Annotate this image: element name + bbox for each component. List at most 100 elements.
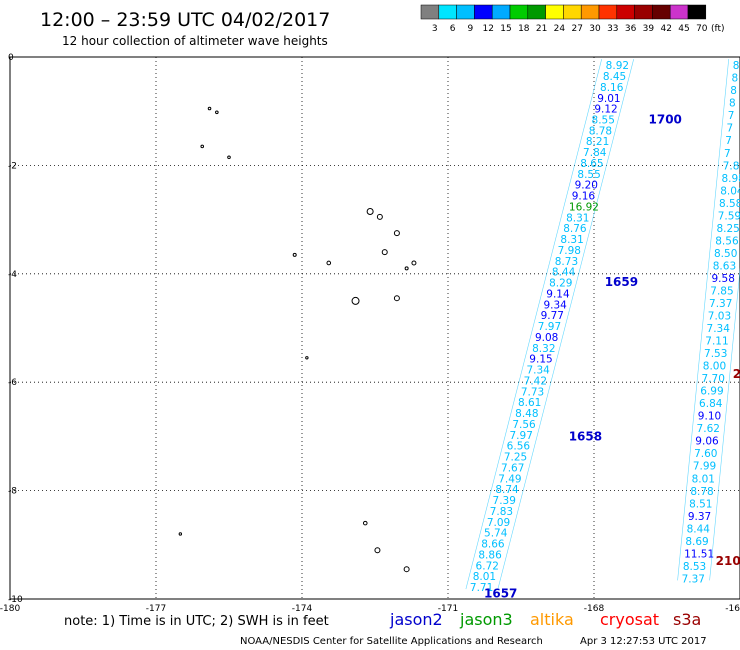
scale-label: 24 <box>554 24 566 34</box>
swh-label: 8.16 <box>600 82 624 94</box>
scale-label: 6 <box>450 24 456 34</box>
pass-time-label: 1659 <box>605 275 638 289</box>
footer-note: note: 1) Time is in UTC; 2) SWH is in fe… <box>64 614 329 629</box>
scale-swatch-11 <box>616 4 635 20</box>
swh-label: 8.7 <box>733 60 740 72</box>
mission-cryosat: cryosat <box>600 610 659 629</box>
island-outline <box>403 566 410 573</box>
swh-label: 8.01 <box>692 473 715 485</box>
scale-label: 39 <box>643 24 655 34</box>
plot-area: 8.928.458.169.019.128.558.788.217.848.65… <box>9 56 740 601</box>
swh-label: 7.11 <box>705 336 728 348</box>
swh-label: 8.61 <box>518 397 541 409</box>
scale-label: 12 <box>482 24 493 34</box>
scale-swatch-13 <box>652 4 671 20</box>
swh-label: 9.16 <box>572 191 596 203</box>
swh-label: 7.8 <box>723 160 740 172</box>
swh-label: 8.78 <box>690 486 713 498</box>
pass-time-label: 1700 <box>649 112 682 126</box>
swh-label: 7.39 <box>493 495 516 507</box>
swh-label: 8.69 <box>685 536 708 548</box>
swh-label: 7 <box>725 135 732 147</box>
swh-label: 8.01 <box>473 571 496 583</box>
swh-label: 8.56 <box>715 235 739 247</box>
swh-label: 8 <box>729 98 736 110</box>
swh-label: 8.53 <box>683 561 706 573</box>
swh-label: 8.29 <box>549 278 572 290</box>
scale-label: 27 <box>571 24 582 34</box>
swh-label: 7.97 <box>538 321 561 333</box>
footer-credit: NOAA/NESDIS Center for Satellite Applica… <box>240 636 543 647</box>
scale-label: 45 <box>678 24 689 34</box>
swh-label: 8.31 <box>560 234 583 246</box>
swh-label: 8.45 <box>603 71 626 83</box>
swh-label: 8.44 <box>687 523 711 535</box>
y-tick-label: -8 <box>8 487 17 497</box>
swh-label: 7 <box>726 123 733 135</box>
x-tick-label: -168 <box>584 604 605 614</box>
swh-label: 7.60 <box>694 448 717 460</box>
swh-label: 6.56 <box>507 441 531 453</box>
swh-label: 8.86 <box>478 549 502 561</box>
scale-swatch-0 <box>420 4 440 20</box>
scale-swatch-8 <box>563 4 582 20</box>
swh-label: 9.20 <box>575 180 598 192</box>
swh-label: 7.34 <box>707 323 731 335</box>
scale-swatch-5 <box>509 4 529 20</box>
plot-frame <box>9 56 740 600</box>
swh-label: 11.51 <box>684 548 714 560</box>
chart-subtitle: 12 hour collection of altimeter wave hei… <box>62 34 328 48</box>
swh-label: 7.59 <box>718 210 740 222</box>
island-outline <box>366 207 374 215</box>
island-outline <box>376 213 383 220</box>
island-outline <box>305 356 309 360</box>
swh-label: 7.34 <box>526 365 550 377</box>
swh-label: 8.51 <box>689 498 712 510</box>
swh-label: 7.42 <box>524 375 547 387</box>
scale-swatch-9 <box>580 4 600 20</box>
swh-label: 7.73 <box>521 386 544 398</box>
island-outline <box>393 230 400 237</box>
pass-time-label: 1657 <box>484 587 517 601</box>
island-outlines <box>178 106 417 573</box>
swh-label: 8.92 <box>606 60 629 72</box>
scale-swatch-7 <box>545 4 564 20</box>
scale-label: 21 <box>536 24 547 34</box>
swh-label: 8 <box>730 85 737 97</box>
scale-swatch-4 <box>491 4 511 20</box>
track-edge <box>497 59 634 590</box>
swh-label: 9.12 <box>594 104 617 116</box>
swh-label: 8.25 <box>716 223 739 235</box>
island-outline <box>374 547 381 554</box>
swh-label: 7.67 <box>501 462 524 474</box>
swh-label: 7.62 <box>697 423 720 435</box>
scale-label: 36 <box>625 24 637 34</box>
island-outline <box>292 252 297 257</box>
swh-label: 8.78 <box>589 125 612 137</box>
swh-label: 8.73 <box>555 256 578 268</box>
swh-label: 7.09 <box>487 517 510 529</box>
scale-label: 70 <box>696 24 708 34</box>
swh-label: 7.99 <box>693 461 716 473</box>
island-outline <box>404 266 409 271</box>
swh-label: 6.99 <box>700 386 723 398</box>
x-tick-label: -180 <box>0 604 20 614</box>
x-tick-label: -16 <box>725 604 740 614</box>
swh-label: 8.76 <box>563 223 587 235</box>
scale-swatch-12 <box>634 4 653 20</box>
scale-swatch-15 <box>687 4 707 20</box>
swh-label: 9.01 <box>597 93 620 105</box>
swh-label: 8.21 <box>586 136 609 148</box>
island-outline <box>207 106 212 111</box>
swh-label: 7.71 <box>470 582 493 594</box>
scale-label: 33 <box>607 24 618 34</box>
swh-label: 7.56 <box>512 419 536 431</box>
swh-label: 16.92 <box>569 201 599 213</box>
island-outline <box>381 249 388 256</box>
swh-label: 8.04 <box>720 185 740 197</box>
y-axis-ticks: 0 -2 -4 -6 -8 -10 <box>8 53 23 605</box>
swh-label: 7.37 <box>682 573 705 585</box>
scale-label: 18 <box>518 24 530 34</box>
island-outline <box>326 260 332 266</box>
